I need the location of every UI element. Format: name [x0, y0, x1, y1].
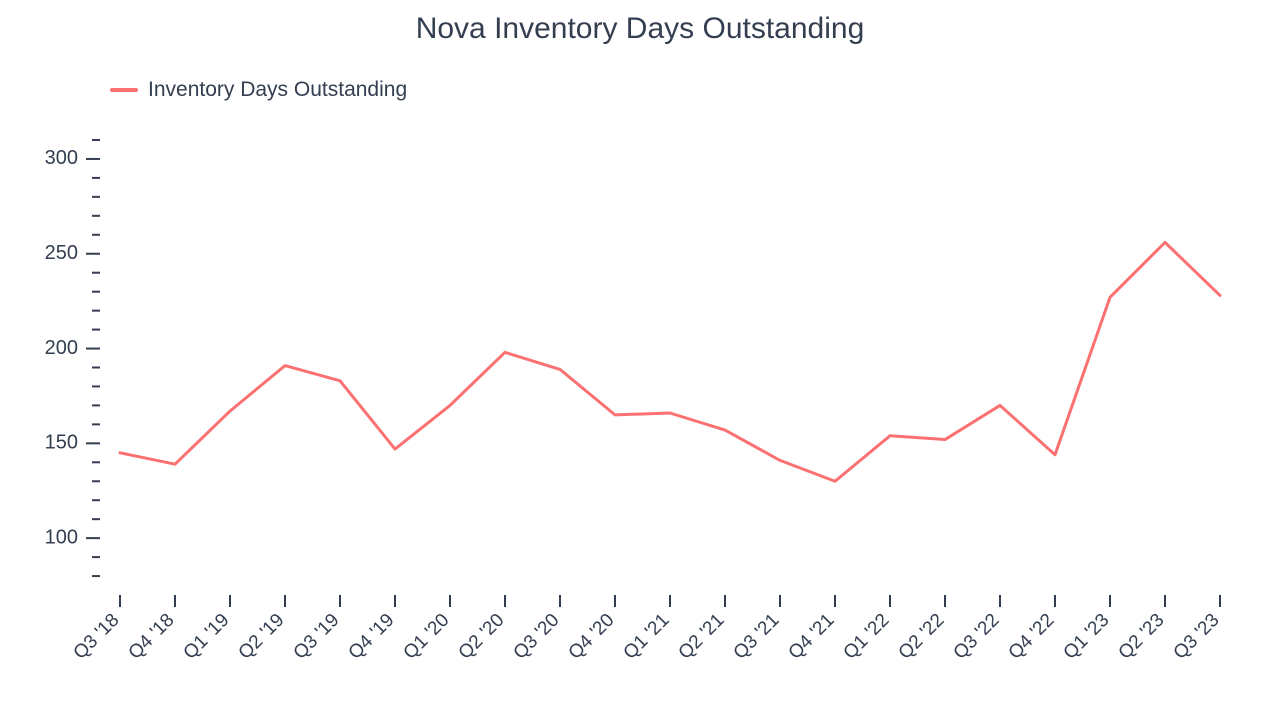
- x-tick-label: Q2 '20: [455, 610, 509, 664]
- x-tick-label: Q4 '19: [345, 610, 399, 664]
- x-tick-label: Q3 '21: [730, 610, 784, 664]
- y-tick-label: 300: [45, 147, 78, 169]
- x-tick-label: Q3 '20: [510, 610, 564, 664]
- y-tick-label: 200: [45, 337, 78, 359]
- plot-svg: 100150200250300Q3 '18Q4 '18Q1 '19Q2 '19Q…: [0, 0, 1280, 720]
- x-tick-label: Q2 '19: [235, 610, 289, 664]
- x-tick-label: Q1 '21: [620, 610, 674, 664]
- y-tick-label: 150: [45, 432, 78, 454]
- y-tick-label: 100: [45, 526, 78, 548]
- x-tick-label: Q3 '18: [70, 610, 124, 664]
- x-tick-label: Q2 '21: [675, 610, 729, 664]
- y-tick-label: 250: [45, 242, 78, 264]
- x-tick-label: Q1 '19: [180, 610, 234, 664]
- x-tick-label: Q4 '20: [565, 610, 619, 664]
- chart-container: Nova Inventory Days Outstanding Inventor…: [0, 0, 1280, 720]
- x-tick-label: Q1 '22: [840, 610, 894, 664]
- x-tick-label: Q4 '22: [1005, 610, 1059, 664]
- x-tick-label: Q1 '20: [400, 610, 454, 664]
- x-tick-label: Q4 '18: [125, 610, 179, 664]
- x-tick-label: Q1 '23: [1060, 610, 1114, 664]
- x-tick-label: Q2 '22: [895, 610, 949, 664]
- x-tick-label: Q3 '22: [950, 610, 1004, 664]
- x-tick-label: Q4 '21: [785, 610, 839, 664]
- series-line-inventory-days: [120, 242, 1220, 481]
- x-tick-label: Q2 '23: [1115, 610, 1169, 664]
- x-tick-label: Q3 '19: [290, 610, 344, 664]
- x-tick-label: Q3 '23: [1170, 610, 1224, 664]
